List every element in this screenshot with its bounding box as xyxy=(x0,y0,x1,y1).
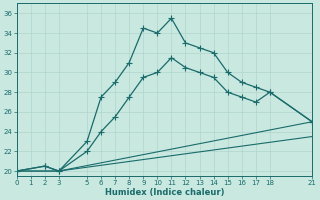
X-axis label: Humidex (Indice chaleur): Humidex (Indice chaleur) xyxy=(105,188,224,197)
